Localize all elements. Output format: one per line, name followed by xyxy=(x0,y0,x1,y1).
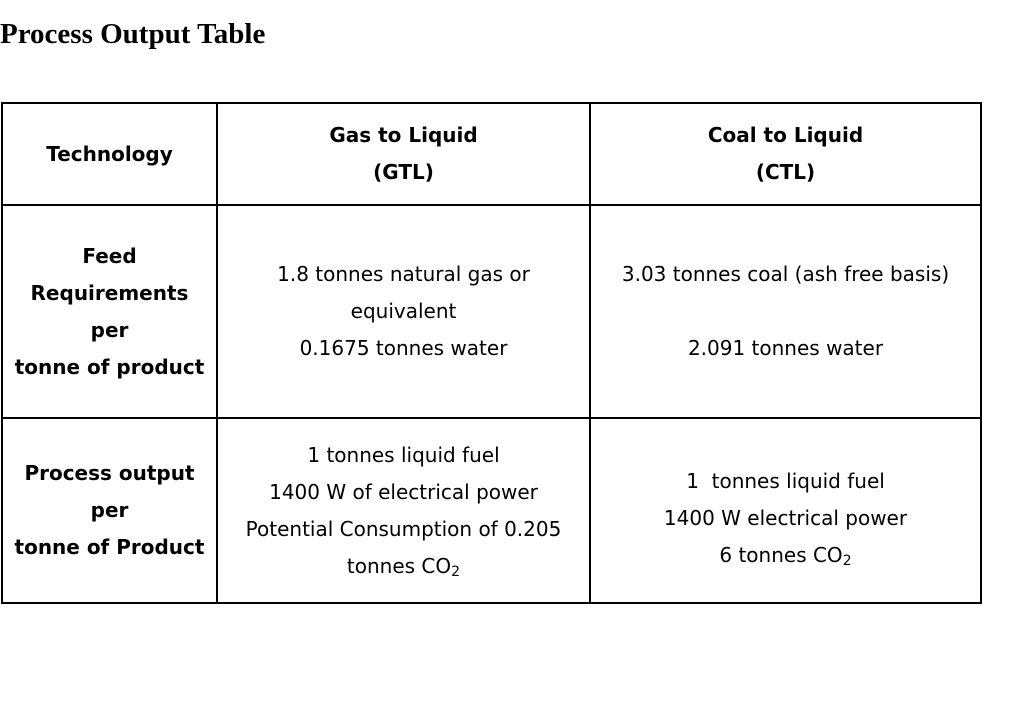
header-gtl-line1: Gas to Liquid xyxy=(329,123,478,147)
feed-ctl-spacer xyxy=(597,293,974,330)
output-ctl-line: 1400 W electrical power xyxy=(663,506,908,530)
page-title: Process Output Table xyxy=(0,18,266,50)
output-gtl-cell: 1 tonnes liquid fuel 1400 W of electrica… xyxy=(216,417,591,604)
feed-gtl-line: 1.8 tonnes natural gas or xyxy=(277,262,530,286)
output-gtl-co2-subscript: 2 xyxy=(451,563,461,580)
feed-label-line: tonne of product xyxy=(14,354,205,379)
header-gtl-line2: (GTL) xyxy=(373,160,434,184)
feed-label-line: Requirements xyxy=(30,280,189,305)
output-ctl-cell: 1 tonnes liquid fuel 1400 W electrical p… xyxy=(589,417,982,604)
header-technology: Technology xyxy=(1,102,218,206)
output-ctl-line: 1 tonnes liquid fuel xyxy=(686,469,885,493)
feed-label-line: Feed xyxy=(82,243,137,268)
output-ctl-line-co2: 6 tonnes CO2 xyxy=(597,537,974,574)
output-gtl-line: 1400 W of electrical power xyxy=(269,479,538,504)
output-gtl-line: Potential Consumption of 0.205 xyxy=(245,516,562,541)
table-header-row: Technology Gas to Liquid (GTL) Coal to L… xyxy=(1,102,982,206)
header-ctl-line1: Coal to Liquid xyxy=(707,123,864,147)
output-label-line: Process output xyxy=(24,461,195,485)
feed-ctl-cell: 3.03 tonnes coal (ash free basis) 2.091 … xyxy=(589,204,982,419)
output-gtl-line-co2: tonnes CO2 xyxy=(224,548,583,585)
feed-gtl-line: equivalent xyxy=(350,299,457,323)
table-row-feed: Feed Requirements per tonne of product 1… xyxy=(1,204,982,419)
output-label-cell: Process output per tonne of Product xyxy=(1,417,218,604)
header-ctl: Coal to Liquid (CTL) xyxy=(589,102,982,206)
process-output-table: Technology Gas to Liquid (GTL) Coal to L… xyxy=(1,102,982,604)
output-gtl-line: 1 tonnes liquid fuel xyxy=(307,442,500,467)
table-row-output: Process output per tonne of Product 1 to… xyxy=(1,417,982,604)
header-gtl: Gas to Liquid (GTL) xyxy=(216,102,591,206)
header-ctl-line2: (CTL) xyxy=(755,160,816,184)
feed-gtl-line: 0.1675 tonnes water xyxy=(299,336,508,360)
output-gtl-co2-text: tonnes CO xyxy=(346,553,452,578)
feed-gtl-cell: 1.8 tonnes natural gas or equivalent 0.1… xyxy=(216,204,591,419)
header-technology-label: Technology xyxy=(46,141,173,166)
output-ctl-co2-subscript: 2 xyxy=(842,553,852,569)
feed-ctl-line: 2.091 tonnes water xyxy=(687,336,884,360)
output-label-line: per xyxy=(90,498,129,522)
output-label-line: tonne of Product xyxy=(14,535,205,559)
feed-label-cell: Feed Requirements per tonne of product xyxy=(1,204,218,419)
feed-ctl-line: 3.03 tonnes coal (ash free basis) xyxy=(621,262,950,286)
output-ctl-co2-text: 6 tonnes CO xyxy=(719,543,843,567)
feed-label-line: per xyxy=(90,317,129,342)
